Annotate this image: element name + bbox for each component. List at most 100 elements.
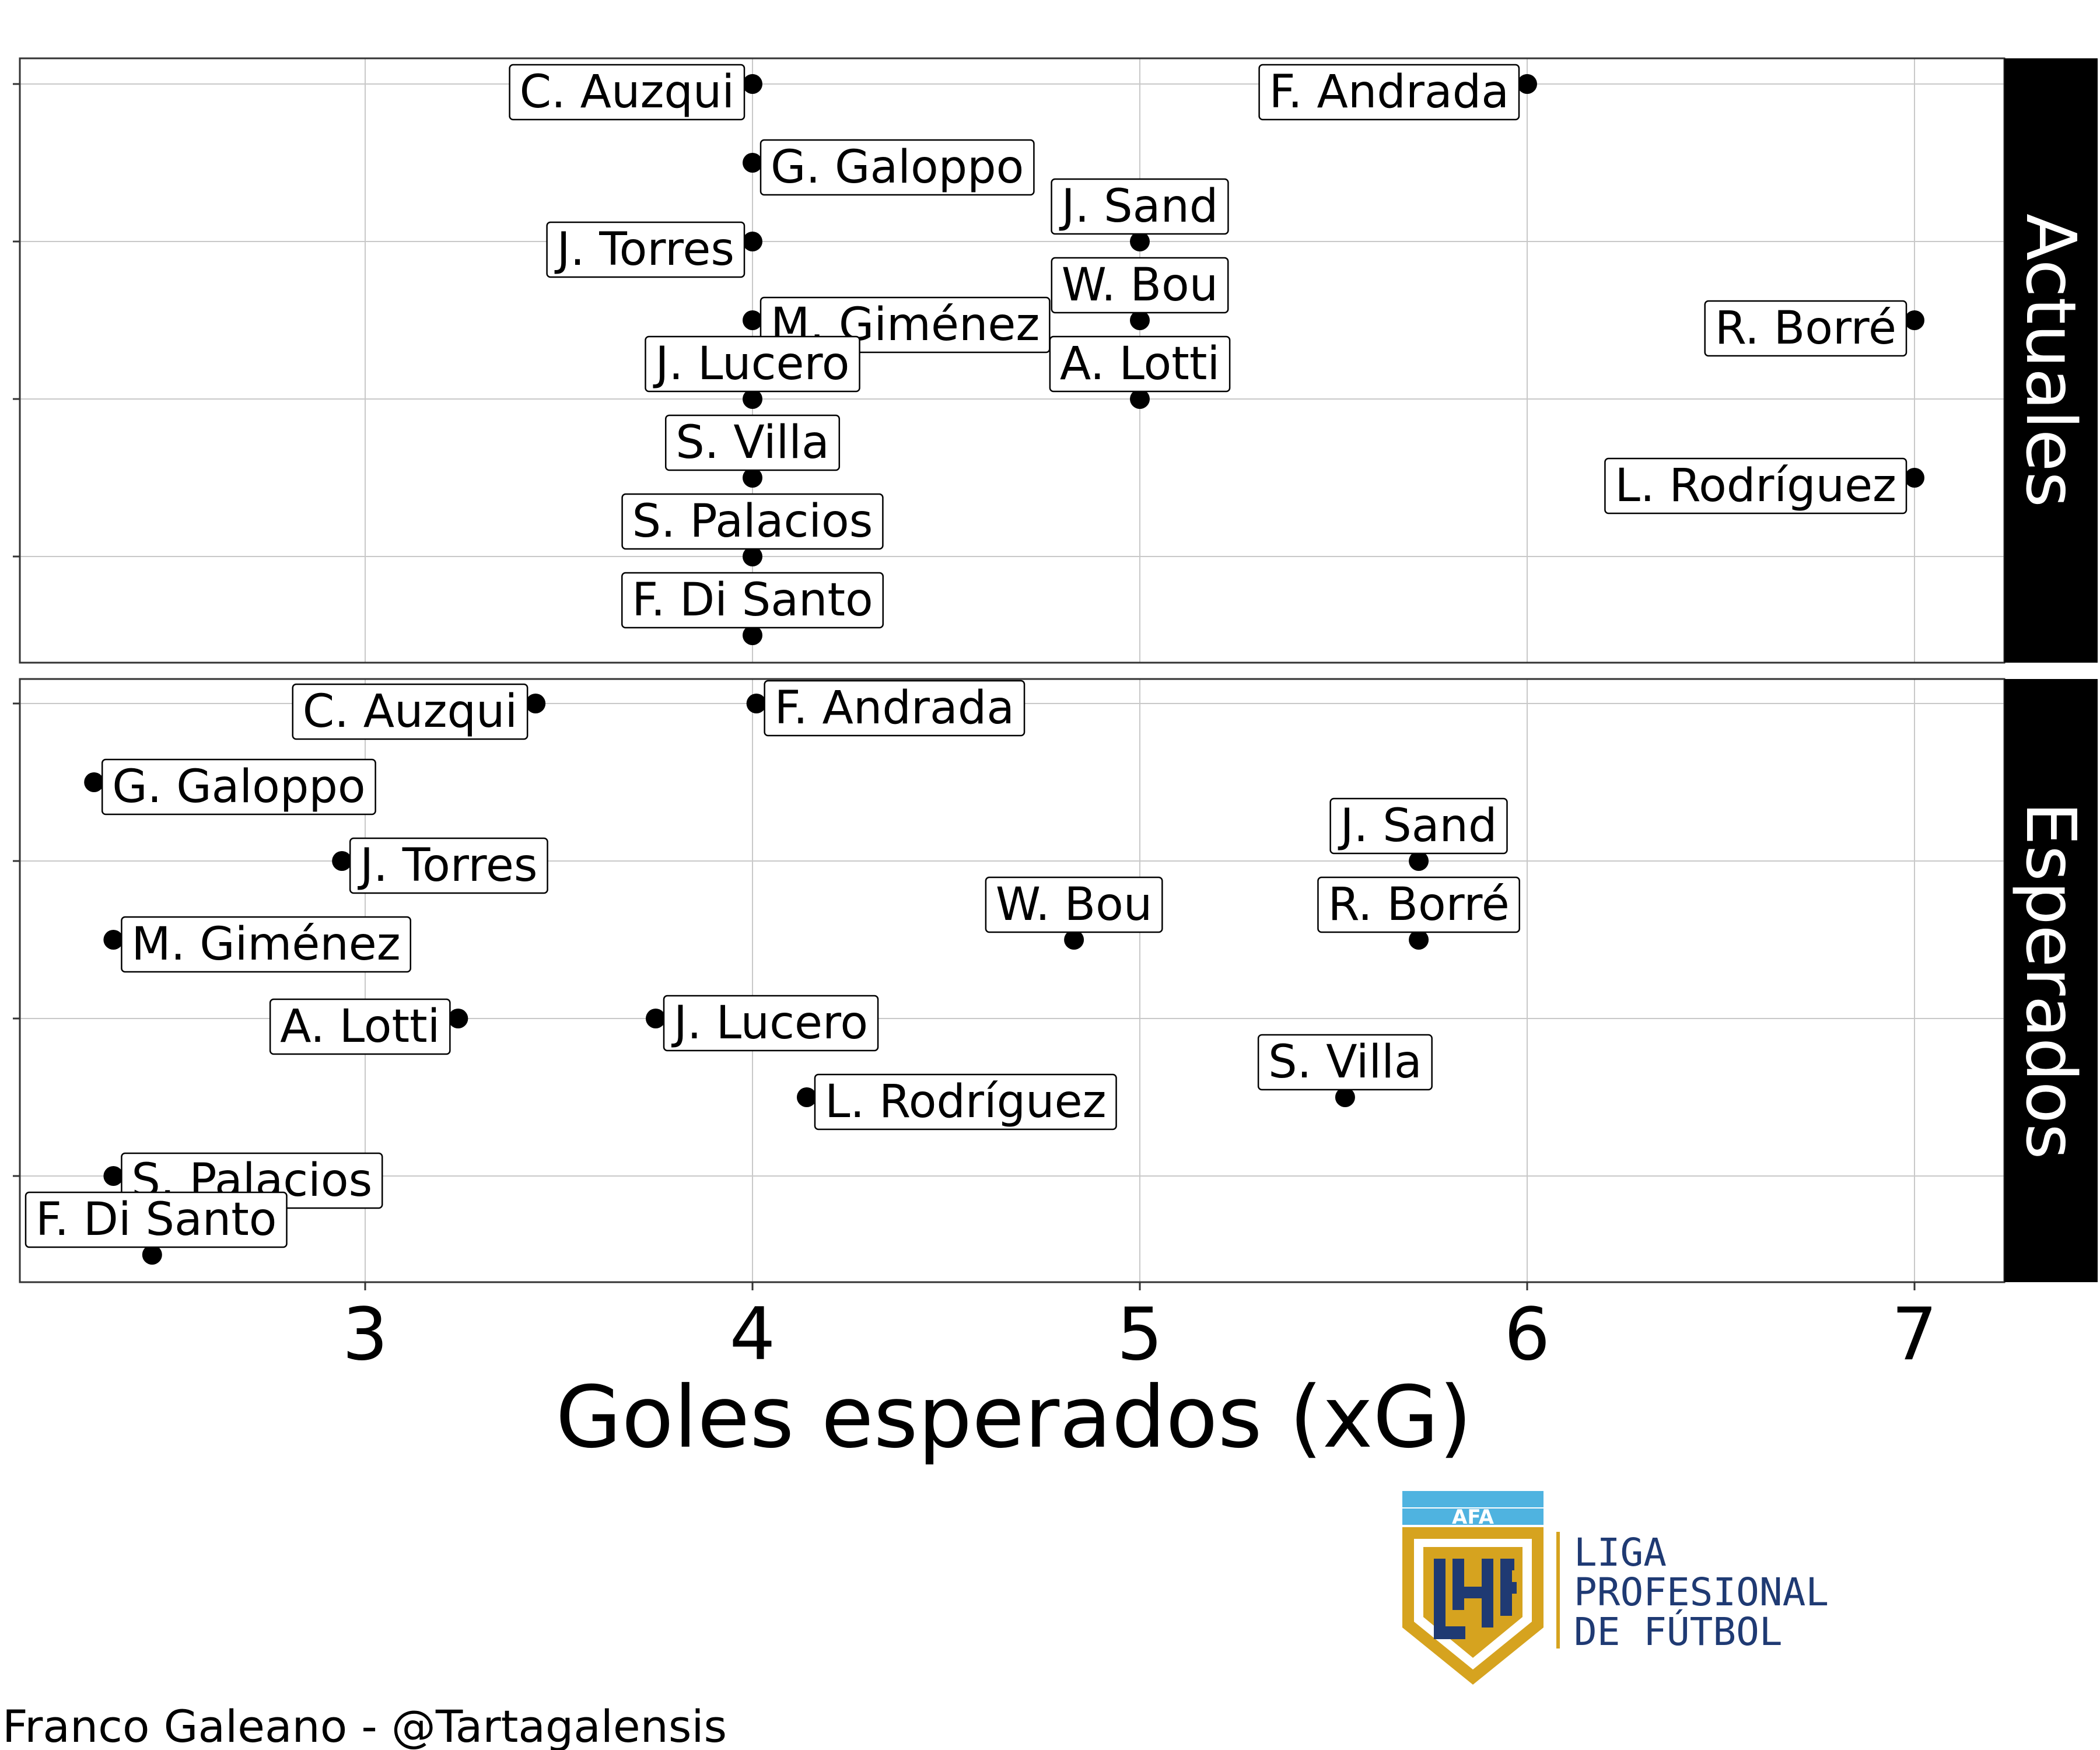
point-label-box bbox=[101, 758, 376, 816]
x-tick-label: 5 bbox=[1117, 1293, 1163, 1377]
point-label: J. Sand bbox=[1051, 178, 1229, 235]
point-label-box bbox=[1604, 457, 1908, 514]
facet-strip-actuales bbox=[2004, 58, 2098, 663]
point-label-text: F. Andrada bbox=[1269, 66, 1509, 118]
point-label-text: J. Lucero bbox=[671, 997, 868, 1049]
point-label: L. Rodríguez bbox=[814, 1073, 1117, 1130]
facet-strip-esperados bbox=[2004, 679, 2098, 1282]
point-label-box bbox=[1258, 64, 1520, 121]
data-point bbox=[743, 625, 762, 645]
data-point bbox=[142, 1245, 162, 1265]
point-label: G. Galoppo bbox=[101, 758, 376, 816]
logo-afa-band bbox=[1402, 1508, 1544, 1525]
point-label: S. Villa bbox=[1257, 1034, 1433, 1091]
logo-line-1: LIGA bbox=[1574, 1530, 1667, 1575]
point-label-text: L. Rodríguez bbox=[1615, 460, 1896, 512]
point-label: J. Sand bbox=[1329, 797, 1508, 855]
point-label-text: M. Giménez bbox=[131, 918, 400, 971]
data-point bbox=[1905, 310, 1924, 330]
point-label-box bbox=[1051, 257, 1229, 314]
point-label-box bbox=[509, 64, 746, 121]
x-axis-title: Goles esperados (xG) bbox=[555, 1368, 1472, 1467]
point-label: L. Rodríguez bbox=[1604, 457, 1908, 514]
logo-monogram-l bbox=[1434, 1559, 1465, 1639]
point-label: W. Bou bbox=[1051, 257, 1229, 314]
facet-label: Actuales bbox=[2011, 214, 2091, 508]
point-label-box bbox=[663, 995, 879, 1052]
panel-actuales: C. Auzqui F. Andrada G. Galoppo J. Torres J.… bbox=[13, 57, 2006, 664]
point-label-text: W. Bou bbox=[996, 878, 1152, 931]
data-point bbox=[1335, 1087, 1355, 1107]
point-label-box bbox=[292, 683, 528, 740]
point-label-text: W. Bou bbox=[1062, 259, 1218, 312]
point-label-box bbox=[121, 916, 411, 973]
point-label-box bbox=[1704, 300, 1908, 357]
point-label-text: A. Lotti bbox=[1060, 338, 1220, 390]
data-point bbox=[743, 232, 762, 251]
point-label-box bbox=[269, 998, 451, 1055]
data-point bbox=[743, 389, 762, 409]
point-label-text: J. Sand bbox=[1338, 800, 1497, 852]
point-label: F. Andrada bbox=[1258, 64, 1520, 121]
point-label-text: S. Villa bbox=[676, 416, 830, 469]
x-tick-label: 6 bbox=[1504, 1293, 1550, 1377]
point-label-text: C. Auzqui bbox=[303, 685, 517, 738]
point-label-text: S. Villa bbox=[1268, 1036, 1422, 1088]
data-point bbox=[646, 1009, 666, 1028]
point-label-text: G. Galoppo bbox=[771, 141, 1024, 194]
point-label-box bbox=[1317, 876, 1520, 933]
point-label: F. Di Santo bbox=[24, 1191, 288, 1248]
data-point bbox=[743, 74, 762, 94]
point-label: J. Lucero bbox=[645, 335, 860, 393]
lpf-logo: AFA LIGA PROFESIONAL DE FÚTBOL bbox=[1402, 1491, 1829, 1685]
point-label-box bbox=[764, 680, 1026, 737]
point-label-box bbox=[1329, 797, 1508, 855]
data-point bbox=[332, 851, 352, 871]
point-label-text: L. Rodríguez bbox=[825, 1076, 1107, 1128]
x-tick-label: 4 bbox=[730, 1293, 776, 1377]
point-label-box bbox=[664, 414, 841, 471]
point-label-box bbox=[760, 139, 1035, 196]
point-label: R. Borré bbox=[1317, 876, 1520, 933]
credit-text: Franco Galeano - @Tartagalensis bbox=[2, 1700, 727, 1750]
point-label-text: R. Borré bbox=[1328, 878, 1509, 931]
point-label-text: J. Torres bbox=[357, 839, 537, 892]
point-label-box bbox=[349, 837, 548, 894]
x-tick-label: 7 bbox=[1892, 1293, 1938, 1377]
logo-monogram-p bbox=[1452, 1559, 1493, 1628]
data-point bbox=[743, 310, 762, 330]
x-axis: 3 4 5 6 7 bbox=[342, 1282, 1938, 1377]
point-label: J. Torres bbox=[546, 221, 746, 278]
point-label-box bbox=[1051, 178, 1229, 235]
logo-divider bbox=[1556, 1532, 1560, 1648]
data-point bbox=[526, 694, 546, 713]
point-label: J. Torres bbox=[349, 837, 548, 894]
point-label-box bbox=[546, 221, 746, 278]
point-label-text: J. Lucero bbox=[652, 338, 849, 390]
panel-esperados: C. Auzqui F. Andrada G. Galoppo J. Torres J.… bbox=[13, 678, 2006, 1283]
point-label-box bbox=[1257, 1034, 1433, 1091]
point-label-text: J. Torres bbox=[554, 223, 734, 276]
data-point bbox=[1409, 851, 1429, 871]
point-label-text: F. Di Santo bbox=[36, 1194, 277, 1246]
point-label: F. Andrada bbox=[764, 680, 1026, 737]
point-label-box bbox=[985, 876, 1163, 933]
data-point bbox=[743, 468, 762, 488]
point-label-text: C. Auzqui bbox=[520, 66, 734, 118]
data-point bbox=[743, 153, 762, 173]
panels-layer: C. Auzqui F. Andrada G. Galoppo J. Torres J.… bbox=[13, 57, 2006, 1283]
point-label-box bbox=[814, 1073, 1117, 1130]
data-point bbox=[1130, 389, 1150, 409]
point-label-text: J. Sand bbox=[1059, 180, 1219, 233]
logo-afa-text: AFA bbox=[1452, 1506, 1494, 1529]
data-point bbox=[84, 772, 104, 792]
data-point bbox=[746, 694, 766, 713]
facet-strips: Actuales Esperados bbox=[2004, 58, 2098, 1282]
data-point bbox=[103, 930, 124, 950]
data-point bbox=[1905, 468, 1924, 488]
point-label: C. Auzqui bbox=[292, 683, 528, 740]
point-label-text: G. Galoppo bbox=[112, 761, 365, 813]
point-label: A. Lotti bbox=[269, 998, 451, 1055]
point-label-text: R. Borré bbox=[1715, 302, 1896, 355]
